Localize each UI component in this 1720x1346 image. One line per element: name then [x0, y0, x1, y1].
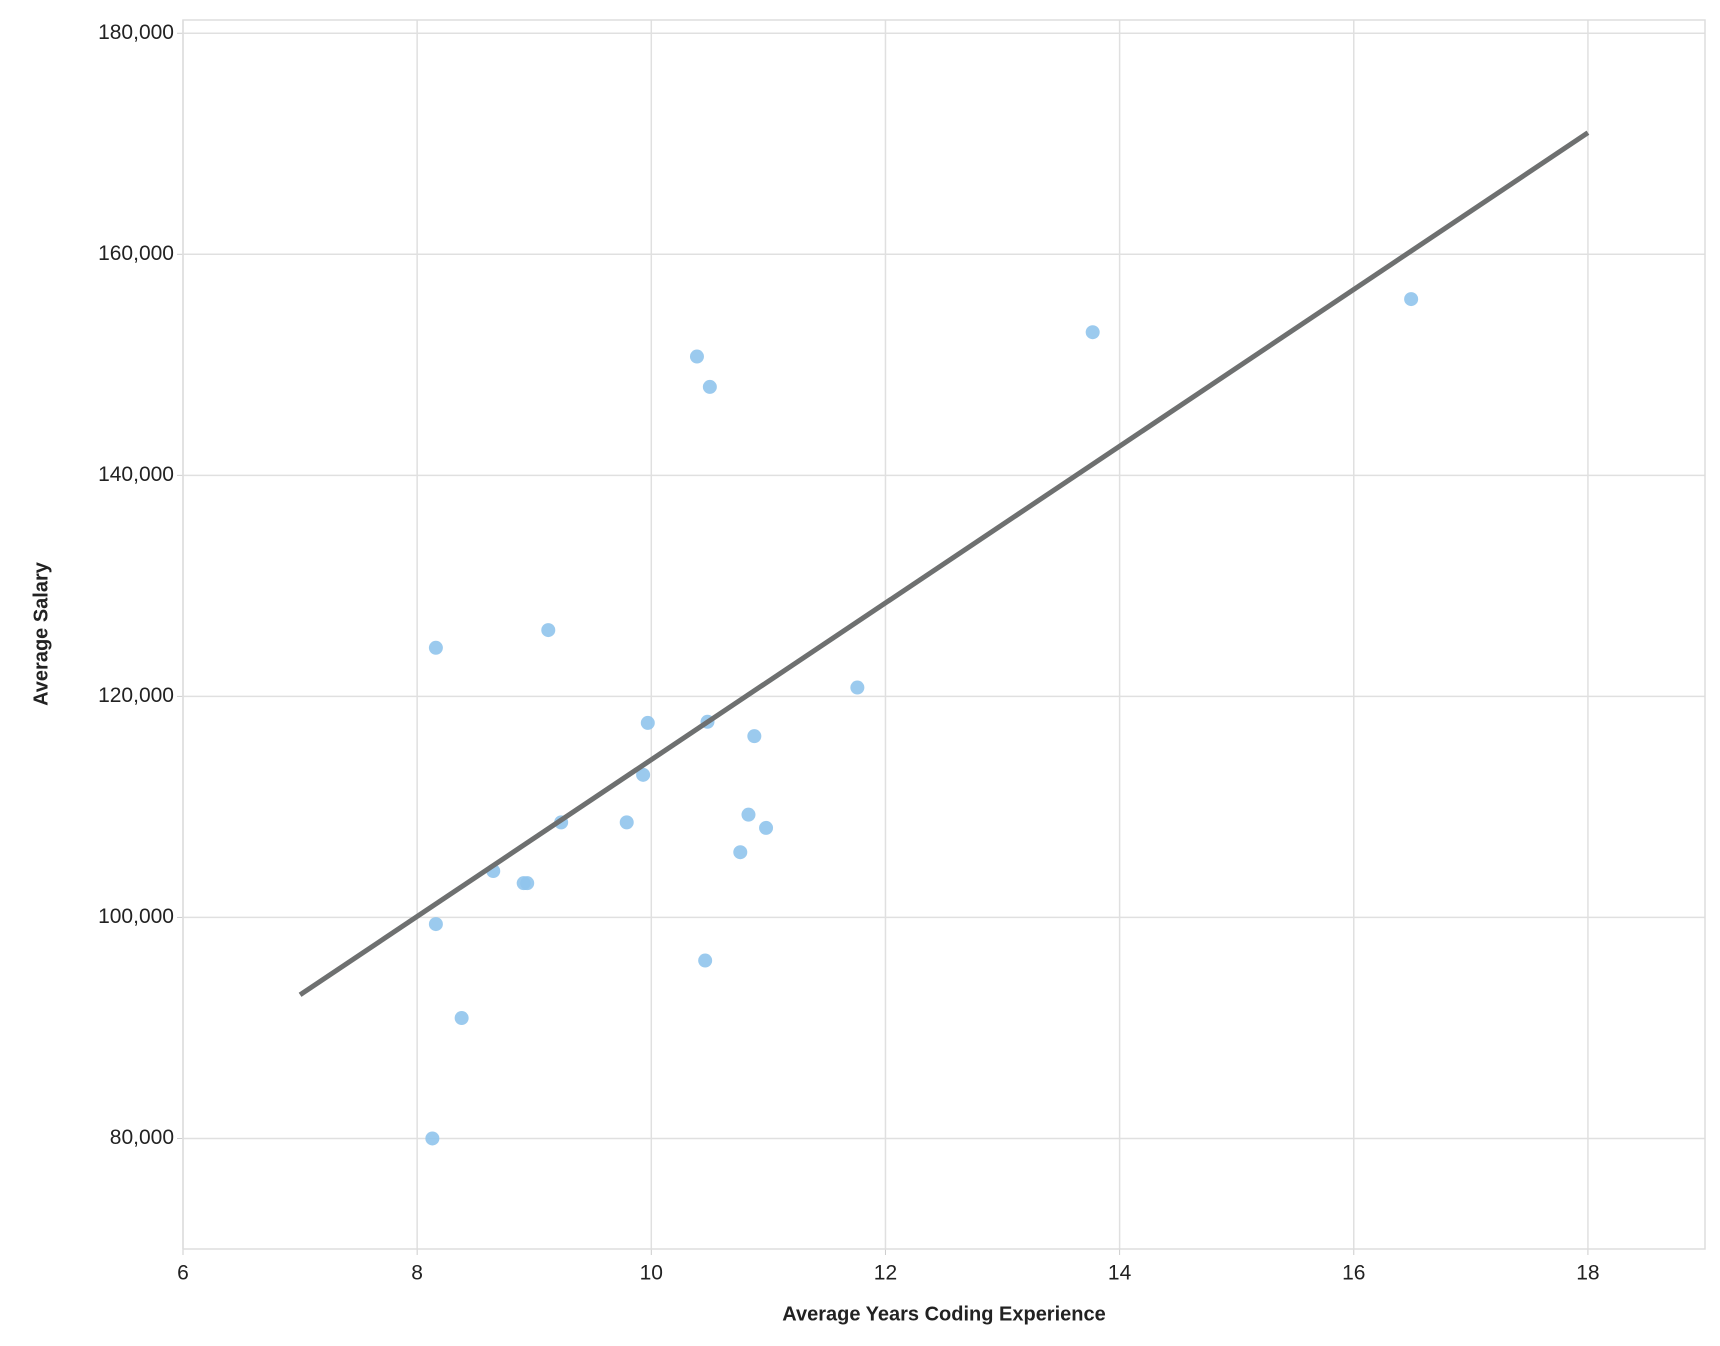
y-axis-title: Average Salary	[30, 561, 52, 706]
y-tick-label: 100,000	[98, 905, 174, 928]
x-tick-label: 8	[411, 1262, 423, 1285]
point	[702, 379, 717, 394]
plot-frame	[182, 19, 1706, 1250]
point	[541, 623, 556, 638]
x-tick-label: 10	[640, 1262, 663, 1285]
x-tick-label: 14	[1108, 1262, 1132, 1285]
point	[454, 1011, 469, 1026]
y-tick-label: 180,000	[98, 21, 174, 44]
point	[425, 1131, 440, 1146]
point	[619, 815, 634, 830]
point	[640, 715, 655, 730]
point	[689, 349, 704, 364]
point	[733, 845, 748, 860]
x-tick-label: 16	[1342, 1262, 1365, 1285]
point	[759, 820, 774, 835]
y-tick-label: 80,000	[110, 1126, 174, 1149]
point	[741, 807, 756, 822]
x-tick-label: 6	[177, 1262, 189, 1285]
x-tick-label: 18	[1576, 1262, 1599, 1285]
point	[747, 729, 762, 744]
point	[1404, 292, 1419, 307]
point	[636, 767, 651, 782]
trend-line	[298, 130, 1590, 997]
x-tick-label: 12	[874, 1262, 897, 1285]
point	[520, 876, 535, 891]
point	[698, 953, 713, 968]
point	[428, 917, 443, 932]
point	[428, 640, 443, 655]
y-tick-label: 140,000	[98, 463, 174, 486]
point	[1085, 325, 1100, 340]
point	[850, 680, 865, 695]
y-tick-label: 160,000	[98, 242, 174, 265]
y-tick-label: 120,000	[98, 684, 174, 707]
x-axis-title: Average Years Coding Experience	[782, 1303, 1106, 1325]
